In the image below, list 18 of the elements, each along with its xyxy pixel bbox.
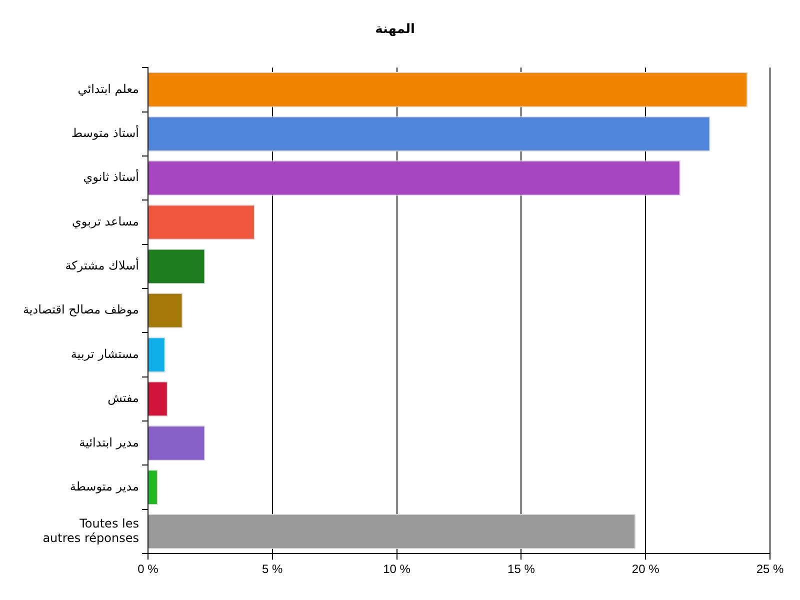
y-tick-label: أستاذ ثانوي xyxy=(83,169,139,184)
x-tick-label: 15 % xyxy=(508,562,536,576)
y-tick-label: مدير متوسطة xyxy=(70,479,139,494)
y-tick-label: مدير ابتدائية xyxy=(79,435,139,450)
y-tick-label: أستاذ متوسط xyxy=(71,125,139,140)
y-tick-label: مفتش xyxy=(108,391,139,406)
x-tick-label: 10 % xyxy=(383,562,411,576)
chart-title: المهنة xyxy=(375,22,415,38)
y-tick-label: مساعد تربوي xyxy=(72,214,139,228)
y-tick-label: أسلاك مشتركة xyxy=(65,258,139,273)
x-tick-label: 0 % xyxy=(138,562,159,576)
y-tick-label: معلم ابتدائي xyxy=(78,82,139,96)
x-tick-label: 5 % xyxy=(262,562,284,576)
x-tick-label: 25 % xyxy=(756,562,784,576)
y-tick-label: مستشار تربية xyxy=(70,346,139,361)
x-tick-label: 20 % xyxy=(632,562,660,576)
y-tick-label: موظف مصالح اقتصادية xyxy=(22,302,139,317)
y-tick-label: Toutes les autres réponses xyxy=(42,516,139,545)
